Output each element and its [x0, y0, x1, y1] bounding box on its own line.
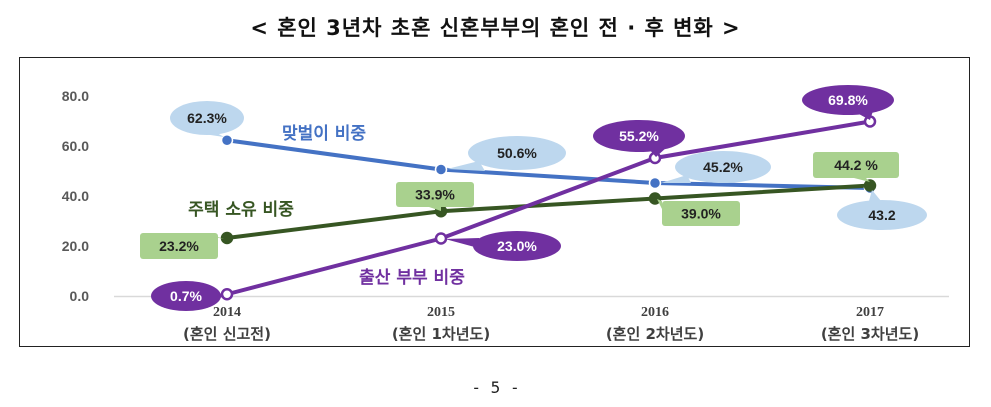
series-line [226, 183, 871, 240]
data-point [220, 134, 234, 147]
callout-tail [445, 238, 482, 249]
x-tick-label: 2016 [641, 305, 669, 320]
data-point [220, 288, 234, 301]
data-label-bubble [473, 231, 561, 261]
callout-tail [661, 175, 691, 183]
x-tick-sublabel: (혼인 2차년도) [606, 325, 704, 343]
callout-tail [869, 190, 881, 201]
series-line [226, 138, 871, 190]
y-tick-label: 60.0 [62, 138, 89, 154]
data-label: 39.0% [681, 206, 721, 222]
data-label: 23.2% [159, 238, 199, 254]
page-number: - 5 - [471, 378, 520, 397]
data-label: 43.2 [868, 207, 895, 223]
series-name-label: 맞벌이 비중 [282, 124, 366, 144]
data-label: 44.2 % [834, 157, 878, 173]
data-label-box [813, 152, 899, 178]
series-line [226, 119, 871, 297]
data-label-bubble [837, 200, 927, 230]
data-label: 69.8% [828, 92, 868, 108]
x-tick-sublabel: (혼인 1차년도) [392, 325, 490, 343]
callout-tail [429, 207, 441, 211]
data-label-bubble [468, 136, 566, 170]
data-point [863, 179, 877, 192]
data-label: 33.9% [415, 187, 455, 203]
data-label: 45.2% [703, 159, 743, 175]
x-tick-sublabel: (혼인 신고전) [183, 325, 271, 343]
x-tick-label: 2014 [213, 305, 241, 320]
data-label-bubble [170, 101, 244, 135]
x-tick-sublabel: (혼인 3차년도) [821, 325, 919, 343]
chart-title: < 혼인 3년차 초혼 신혼부부의 혼인 전 · 후 변화 > [250, 16, 741, 40]
data-point [220, 231, 234, 245]
callout-tail [657, 199, 662, 209]
data-label-box [140, 233, 218, 259]
data-label-bubble [675, 151, 771, 183]
x-tick-label: 2015 [427, 305, 455, 320]
callout-tail [447, 161, 485, 171]
series-name-label: 출산 부부 비중 [359, 268, 465, 288]
data-point [648, 176, 662, 190]
series-name-label: 주택 소유 비중 [188, 200, 294, 220]
data-label: 23.0% [497, 238, 537, 254]
data-point [434, 163, 448, 176]
y-tick-label: 0.0 [70, 288, 90, 304]
data-label: 62.3% [187, 110, 227, 126]
data-label: 50.6% [497, 145, 537, 161]
data-label-bubble [151, 281, 221, 311]
y-tick-label: 80.0 [62, 88, 89, 104]
data-label-box [396, 182, 474, 207]
y-tick-label: 40.0 [62, 188, 89, 204]
data-point [648, 192, 662, 205]
y-tick-label: 20.0 [62, 238, 89, 254]
data-label: 55.2% [619, 128, 659, 144]
data-label-box [662, 201, 740, 226]
data-label-bubble [593, 120, 685, 152]
data-label-bubble [802, 85, 894, 115]
x-tick-label: 2017 [856, 305, 884, 320]
callout-tail [854, 178, 870, 182]
data-label: 0.7% [170, 288, 202, 304]
line-chart: 0.0 20.0 40.0 60.0 80.0 2014 (혼인 신고전) 2015 (혼인 1… [62, 85, 949, 343]
data-point [434, 232, 448, 245]
